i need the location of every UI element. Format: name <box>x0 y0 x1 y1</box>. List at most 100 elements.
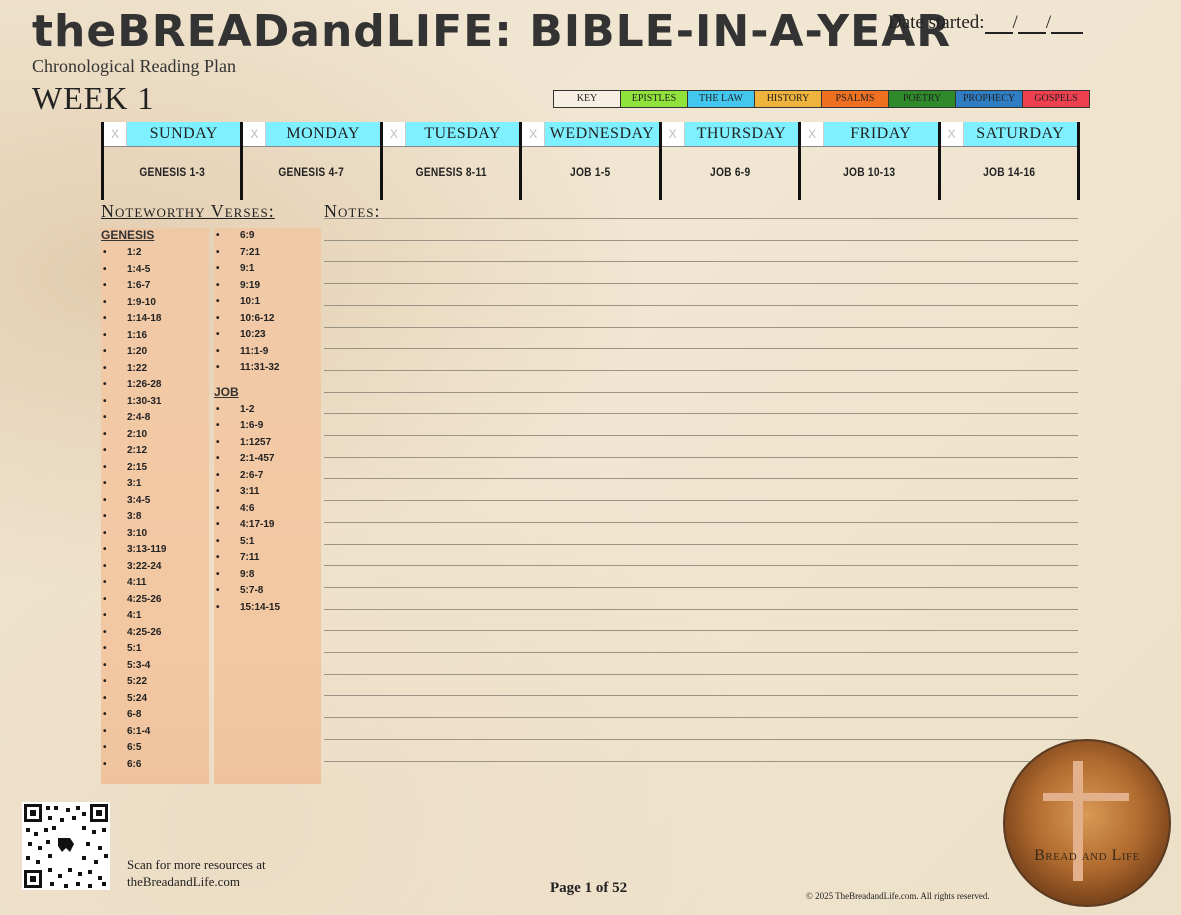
verse-item: 3:22-24 <box>101 559 209 576</box>
day-reading: GENESIS 4-7 <box>278 165 345 179</box>
notes-line[interactable] <box>324 673 1078 675</box>
verses-column-1: GENESIS 1:21:4-51:6-71:9-101:14-181:161:… <box>101 228 209 784</box>
day-check-box[interactable]: X <box>522 122 546 146</box>
key-item-prophecy: PROPHECY <box>955 91 1022 107</box>
notes-line[interactable] <box>324 543 1078 545</box>
notes-line[interactable] <box>324 608 1078 610</box>
verse-item: 3:1 <box>101 476 209 493</box>
verse-item: 2:1-457 <box>214 451 321 468</box>
notes-line[interactable] <box>324 435 1078 436</box>
notes-line[interactable] <box>324 369 1078 371</box>
key-item-epistles: EPISTLES <box>620 91 687 107</box>
week-label: WEEK 1 <box>32 80 155 116</box>
qr-code[interactable] <box>22 802 110 890</box>
day-tuesday: X TUESDAY GENESIS 8-11 <box>379 122 520 200</box>
day-columns: X SUNDAY GENESIS 1-3 X MONDAY GENESIS 4-7 X TUE… <box>101 122 1080 200</box>
verse-item: 1:26-28 <box>101 377 209 394</box>
page-subtitle: Chronological Reading Plan <box>32 56 236 76</box>
color-key: KEY EPISTLES THE LAW HISTORY PSALMS POETRY PRO… <box>553 90 1090 108</box>
qr-code-icon <box>22 802 110 890</box>
notes-line[interactable] <box>324 283 1078 285</box>
verse-item: 2:15 <box>101 460 209 477</box>
notes-line[interactable] <box>324 695 1078 697</box>
notes-line[interactable] <box>324 478 1078 480</box>
verse-item: 10:6-12 <box>214 311 321 328</box>
verse-item: 4:17-19 <box>214 517 321 534</box>
verse-item: 2:6-7 <box>214 468 321 485</box>
notes-line[interactable] <box>324 652 1078 653</box>
verse-item: 15:14-15 <box>214 600 321 617</box>
notes-area[interactable] <box>324 218 1078 764</box>
verse-item: 4:25-26 <box>101 592 209 609</box>
notes-line[interactable] <box>324 348 1078 350</box>
scan-line-2[interactable]: theBreadandLife.com <box>127 874 240 889</box>
notes-line[interactable] <box>324 630 1078 632</box>
date-day-field[interactable] <box>1017 16 1046 34</box>
notes-line[interactable] <box>324 521 1078 523</box>
logo-text: Bread and Life <box>1034 847 1140 864</box>
day-check-box[interactable]: X <box>940 122 964 146</box>
day-header: X FRIDAY <box>801 122 938 147</box>
verse-item: 2:12 <box>101 443 209 460</box>
verse-item: 5:3-4 <box>101 658 209 675</box>
cross-horizontal-icon <box>1043 793 1129 801</box>
date-year-field[interactable] <box>1051 16 1084 34</box>
notes-line[interactable] <box>324 326 1078 328</box>
date-month-field[interactable] <box>984 16 1013 34</box>
genesis-verse-list-continued: 6:97:219:19:1910:110:6-1210:2311:1-911:3… <box>214 228 321 377</box>
verse-item: 5:24 <box>101 691 209 708</box>
verse-item: 3:4-5 <box>101 493 209 510</box>
notes-line[interactable] <box>324 391 1078 393</box>
bread-and-life-logo: Bread and Life <box>1003 739 1171 907</box>
notes-line[interactable] <box>324 304 1078 306</box>
day-name: FRIDAY <box>824 122 938 146</box>
verse-item: 6:1-4 <box>101 724 209 741</box>
notes-line[interactable] <box>324 586 1078 588</box>
verse-item: 2:4-8 <box>101 410 209 427</box>
notes-line[interactable] <box>324 261 1078 263</box>
verse-item: 5:7-8 <box>214 583 321 600</box>
day-reading: JOB 14-16 <box>982 165 1035 179</box>
verse-item: 1:6-9 <box>214 418 321 435</box>
day-check-box[interactable]: X <box>382 122 406 146</box>
verse-item: 6:6 <box>101 757 209 774</box>
notes-line[interactable] <box>324 456 1078 458</box>
day-check-box[interactable]: X <box>243 122 267 146</box>
verse-item: 1:9-10 <box>101 295 209 312</box>
day-check-box[interactable]: X <box>801 122 825 146</box>
day-name: SATURDAY <box>963 122 1077 146</box>
noteworthy-verses-heading: Noteworthy Verses: <box>101 201 275 221</box>
notes-line[interactable] <box>324 500 1078 502</box>
notes-line[interactable] <box>324 738 1078 740</box>
notes-line[interactable] <box>324 717 1078 719</box>
genesis-section-title: GENESIS <box>101 228 155 242</box>
verse-item: 9:8 <box>214 567 321 584</box>
verse-item: 3:8 <box>101 509 209 526</box>
notes-line[interactable] <box>324 218 1078 219</box>
notes-line[interactable] <box>324 239 1078 241</box>
verse-item: 10:23 <box>214 327 321 344</box>
verse-item: 1:20 <box>101 344 209 361</box>
verses-column-2: 6:97:219:19:1910:110:6-1210:2311:1-911:3… <box>214 228 321 784</box>
verse-item: 7:11 <box>214 550 321 567</box>
key-item-poetry: POETRY <box>888 91 955 107</box>
notes-line[interactable] <box>324 565 1078 567</box>
notes-line[interactable] <box>324 413 1078 415</box>
day-name: SUNDAY <box>127 122 241 146</box>
page-title: theBREADandLIFE: BIBLE-IN-A-YEAR <box>32 6 952 57</box>
day-wednesday: X WEDNESDAY JOB 1-5 <box>519 122 659 200</box>
verse-item: 1:2 <box>101 245 209 262</box>
date-separator: / <box>1012 12 1018 33</box>
notes-line[interactable] <box>324 760 1078 762</box>
verse-item: 9:19 <box>214 278 321 295</box>
verse-item: 1:16 <box>101 328 209 345</box>
day-header: X SATURDAY <box>940 122 1077 147</box>
verse-item: 2:10 <box>101 427 209 444</box>
day-thursday: X THURSDAY JOB 6-9 <box>658 122 799 200</box>
scan-line-1: Scan for more resources at <box>127 857 266 872</box>
day-name: THURSDAY <box>684 122 799 146</box>
day-check-box[interactable]: X <box>104 122 127 146</box>
verse-item: 1:14-18 <box>101 311 209 328</box>
day-check-box[interactable]: X <box>661 122 685 146</box>
key-item-gospels: GOSPELS <box>1022 91 1089 107</box>
